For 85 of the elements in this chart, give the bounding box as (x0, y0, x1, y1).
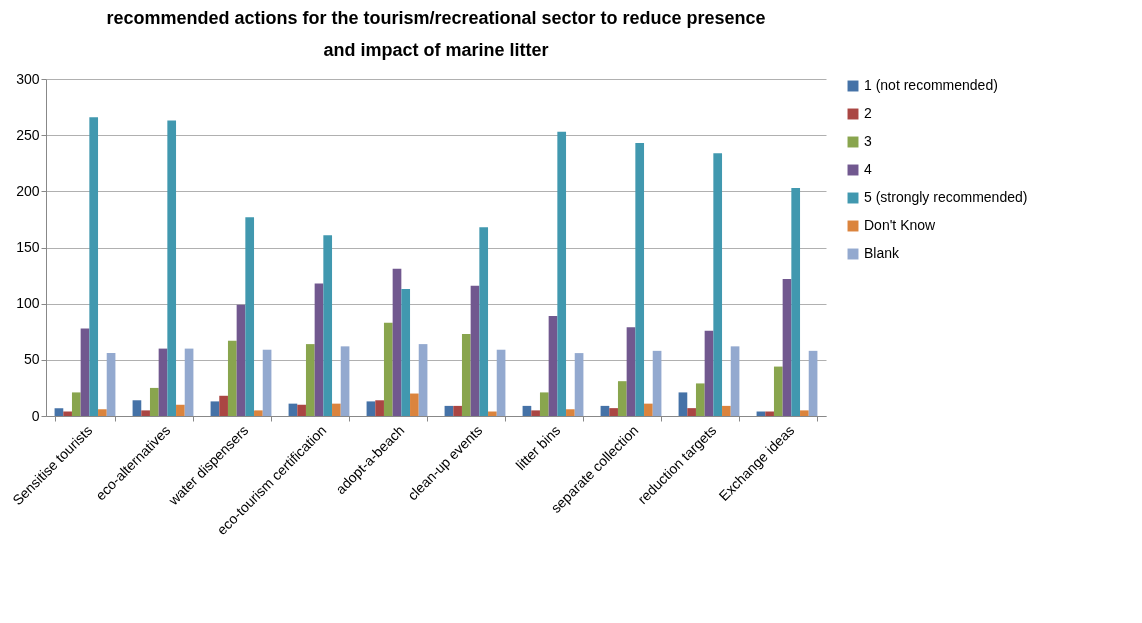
legend-label: 1 (not recommended) (864, 77, 998, 93)
bar (149, 387, 159, 416)
bar (574, 353, 584, 416)
bar (609, 408, 618, 416)
bar (410, 393, 419, 416)
bar (730, 346, 740, 416)
bar (254, 410, 263, 416)
bar (332, 403, 341, 416)
bar (98, 409, 107, 416)
bar (496, 349, 506, 416)
bar (323, 235, 333, 416)
bar (488, 411, 497, 416)
bar (245, 217, 255, 416)
legend-label: Blank (864, 245, 901, 261)
y-tick-label: 150 (16, 239, 40, 255)
bar (219, 395, 228, 416)
legend-label: Don't Know (864, 217, 937, 233)
bar (531, 410, 540, 416)
bar (132, 400, 142, 416)
bar (695, 383, 705, 416)
legend-label: 5 (strongly recommended) (864, 189, 1028, 205)
bar (288, 403, 298, 416)
bar (210, 401, 220, 416)
bar (453, 405, 462, 416)
bar (262, 349, 272, 416)
bar (548, 316, 558, 416)
bar (54, 408, 64, 416)
legend-label: 3 (864, 133, 872, 149)
bar (383, 322, 393, 416)
bar (71, 392, 81, 416)
bar (479, 227, 489, 416)
bar (626, 327, 636, 416)
bar (765, 411, 774, 416)
bar (678, 392, 688, 416)
bar (557, 131, 567, 416)
bar (773, 366, 783, 416)
y-tick-label: 50 (23, 351, 40, 368)
bar (106, 353, 116, 416)
bar (704, 330, 714, 416)
bar (600, 405, 610, 416)
bar (63, 411, 72, 416)
bar (713, 153, 723, 416)
y-tick-label: 0 (31, 407, 40, 424)
bar (635, 143, 645, 416)
bar (366, 401, 376, 416)
bar (652, 350, 662, 416)
bar (687, 408, 696, 416)
bar (444, 405, 454, 416)
bar (184, 348, 194, 416)
bar (227, 340, 237, 416)
bar (617, 381, 627, 416)
y-tick-label: 200 (16, 182, 40, 199)
bar (176, 404, 185, 416)
legend-label: 4 (864, 161, 872, 177)
bar (375, 400, 384, 416)
bar (566, 409, 575, 416)
bar (80, 328, 90, 416)
x-tick-label: litter bins (512, 422, 564, 474)
bar (305, 344, 315, 416)
bar (470, 285, 480, 416)
bar (392, 268, 402, 416)
bar (401, 289, 411, 416)
legend-label: 2 (864, 105, 872, 121)
bar (800, 410, 809, 416)
bar (522, 405, 532, 416)
bar (644, 403, 653, 416)
chart-title: recommended actions for the tourism/recreational sector to reduce presence and impact of marine litter (106, 8, 766, 60)
bar (418, 344, 428, 416)
bar (236, 304, 246, 416)
y-tick-label: 100 (16, 295, 40, 312)
bar (461, 334, 471, 416)
bar (539, 392, 549, 416)
bar (791, 187, 801, 416)
bar (141, 410, 150, 416)
bar (297, 404, 306, 416)
bar (89, 117, 99, 416)
bar (314, 283, 324, 416)
bar (808, 350, 818, 416)
bar (782, 278, 792, 416)
bar (167, 120, 177, 416)
y-tick-label: 250 (16, 126, 40, 143)
bar (158, 348, 168, 416)
bar (340, 346, 350, 416)
bar (722, 405, 731, 416)
y-tick-label: 300 (16, 70, 40, 87)
